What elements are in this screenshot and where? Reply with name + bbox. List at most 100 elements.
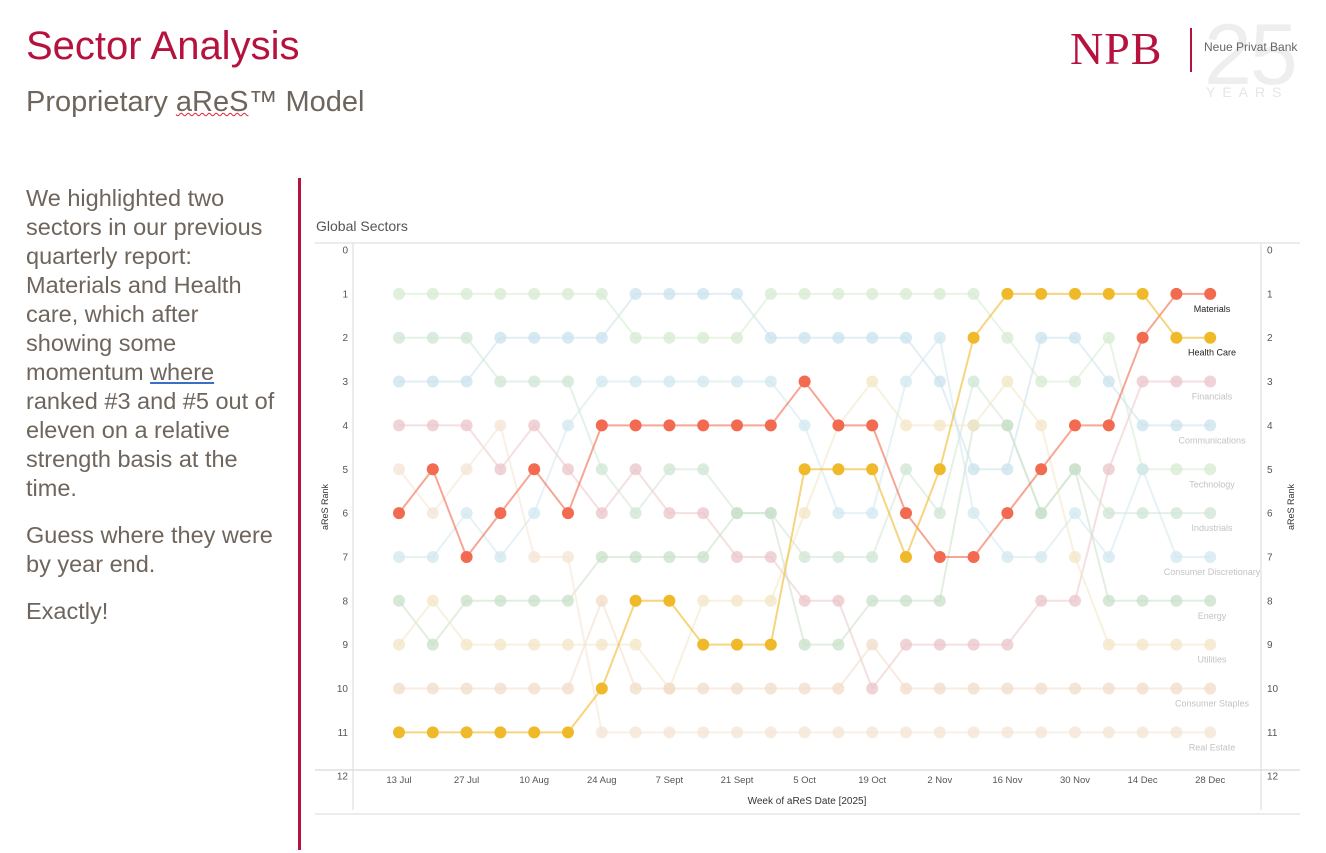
y-tick-label-left: 12	[337, 772, 349, 783]
data-point-utilities	[629, 638, 642, 651]
data-point-financials	[933, 638, 946, 651]
data-point-technology	[562, 287, 574, 300]
data-point-industrials	[595, 463, 608, 476]
data-point-consumer-discretionary	[460, 507, 473, 520]
data-point-energy	[460, 594, 473, 607]
data-point-energy	[562, 594, 574, 607]
data-point-consumer-discretionary	[1102, 550, 1115, 563]
data-point-consumer-discretionary	[866, 507, 879, 520]
data-point-communications	[697, 287, 710, 300]
data-point-real-estate	[1136, 726, 1149, 739]
logo-bank-name: Neue Privat Bank	[1204, 40, 1298, 54]
series-end-label-industrials: Industrials	[1191, 523, 1233, 533]
data-point-energy	[426, 638, 439, 651]
data-point-technology	[832, 287, 845, 300]
y-tick-label-right: 10	[1267, 684, 1279, 695]
data-point-health-care	[562, 726, 574, 739]
data-point-financials	[528, 419, 541, 432]
data-point-utilities	[426, 594, 439, 607]
data-point-communications	[595, 331, 608, 344]
data-point-energy	[1170, 594, 1183, 607]
data-point-real-estate	[426, 507, 439, 520]
data-point-real-estate	[1102, 726, 1115, 739]
data-point-consumer-staples	[494, 682, 507, 695]
series-end-label-technology: Technology	[1189, 479, 1235, 489]
data-point-consumer-discretionary	[1170, 550, 1183, 563]
y-tick-label-right: 0	[1267, 246, 1273, 257]
y-tick-label-left: 3	[342, 377, 348, 388]
y-tick-label-left: 6	[342, 509, 348, 520]
data-point-consumer-staples	[1136, 682, 1149, 695]
data-point-consumer-staples	[426, 682, 439, 695]
data-point-materials	[967, 550, 980, 563]
series-technology	[393, 287, 1217, 476]
series-end-label-energy: Energy	[1198, 611, 1227, 621]
data-point-communications	[900, 331, 912, 344]
series-end-label-health-care: Health Care	[1188, 348, 1236, 358]
data-point-real-estate	[1170, 726, 1183, 739]
data-point-communications	[528, 331, 541, 344]
data-point-health-care	[426, 726, 439, 739]
data-point-utilities	[393, 638, 405, 651]
data-point-consumer-discretionary	[562, 419, 574, 432]
data-point-industrials	[1204, 507, 1217, 520]
data-point-technology	[1035, 375, 1048, 388]
data-point-utilities	[866, 375, 879, 388]
npb-logo: 25 YEARS NPB Neue Privat Bank	[1070, 7, 1310, 104]
data-point-materials	[832, 419, 845, 432]
data-point-consumer-discretionary	[832, 507, 845, 520]
data-point-technology	[393, 287, 405, 300]
data-point-consumer-staples	[663, 682, 676, 695]
data-point-communications	[764, 331, 777, 344]
data-point-communications	[1170, 419, 1183, 432]
chart-title: Global Sectors	[316, 218, 408, 234]
data-point-industrials	[460, 331, 473, 344]
data-point-health-care	[900, 550, 912, 563]
data-point-consumer-discretionary	[697, 375, 710, 388]
data-point-utilities	[460, 638, 473, 651]
data-point-industrials	[663, 463, 676, 476]
series-materials	[393, 287, 1217, 563]
data-point-utilities	[933, 419, 946, 432]
section-divider	[298, 178, 301, 850]
data-point-health-care	[393, 726, 405, 739]
series-real-estate	[393, 419, 1217, 739]
data-point-consumer-staples	[832, 682, 845, 695]
data-point-financials	[663, 507, 676, 520]
data-point-financials	[1170, 375, 1183, 388]
logo-anniversary-number: 25	[1204, 7, 1298, 103]
data-point-real-estate	[629, 726, 642, 739]
commentary-p1-part2: ranked #3 and #5 out of eleven on a rela…	[26, 388, 275, 501]
data-point-materials	[393, 507, 405, 520]
y-tick-label-left: 1	[342, 289, 348, 300]
data-point-consumer-staples	[1035, 682, 1048, 695]
commentary-p1-underlined-word: where	[150, 359, 215, 385]
data-point-financials	[426, 419, 439, 432]
page-title: Sector Analysis	[26, 24, 300, 68]
x-tick-label: 2 Nov	[927, 775, 952, 786]
subtitle-model-name: aReS	[175, 86, 249, 118]
data-point-industrials	[426, 331, 439, 344]
x-tick-label: 14 Dec	[1128, 775, 1158, 786]
data-point-consumer-discretionary	[1136, 463, 1149, 476]
data-point-industrials	[832, 550, 845, 563]
data-point-financials	[900, 638, 912, 651]
data-point-communications	[731, 287, 743, 300]
data-point-materials	[1102, 419, 1115, 432]
data-point-materials	[1001, 507, 1014, 520]
data-point-consumer-staples	[528, 682, 541, 695]
data-point-financials	[832, 594, 845, 607]
data-point-energy	[1001, 419, 1014, 432]
data-point-health-care	[663, 594, 676, 607]
data-point-utilities	[900, 419, 912, 432]
data-point-energy	[798, 638, 811, 651]
data-point-real-estate	[663, 726, 676, 739]
data-point-materials	[528, 463, 541, 476]
data-point-consumer-discretionary	[629, 375, 642, 388]
data-point-utilities	[1136, 638, 1149, 651]
data-point-health-care	[1136, 287, 1149, 300]
data-point-consumer-discretionary	[1001, 550, 1014, 563]
y-tick-label-left: 10	[337, 684, 349, 695]
data-point-technology	[629, 331, 642, 344]
commentary-p1-part1: We highlighted two sectors in our previo…	[26, 185, 263, 385]
